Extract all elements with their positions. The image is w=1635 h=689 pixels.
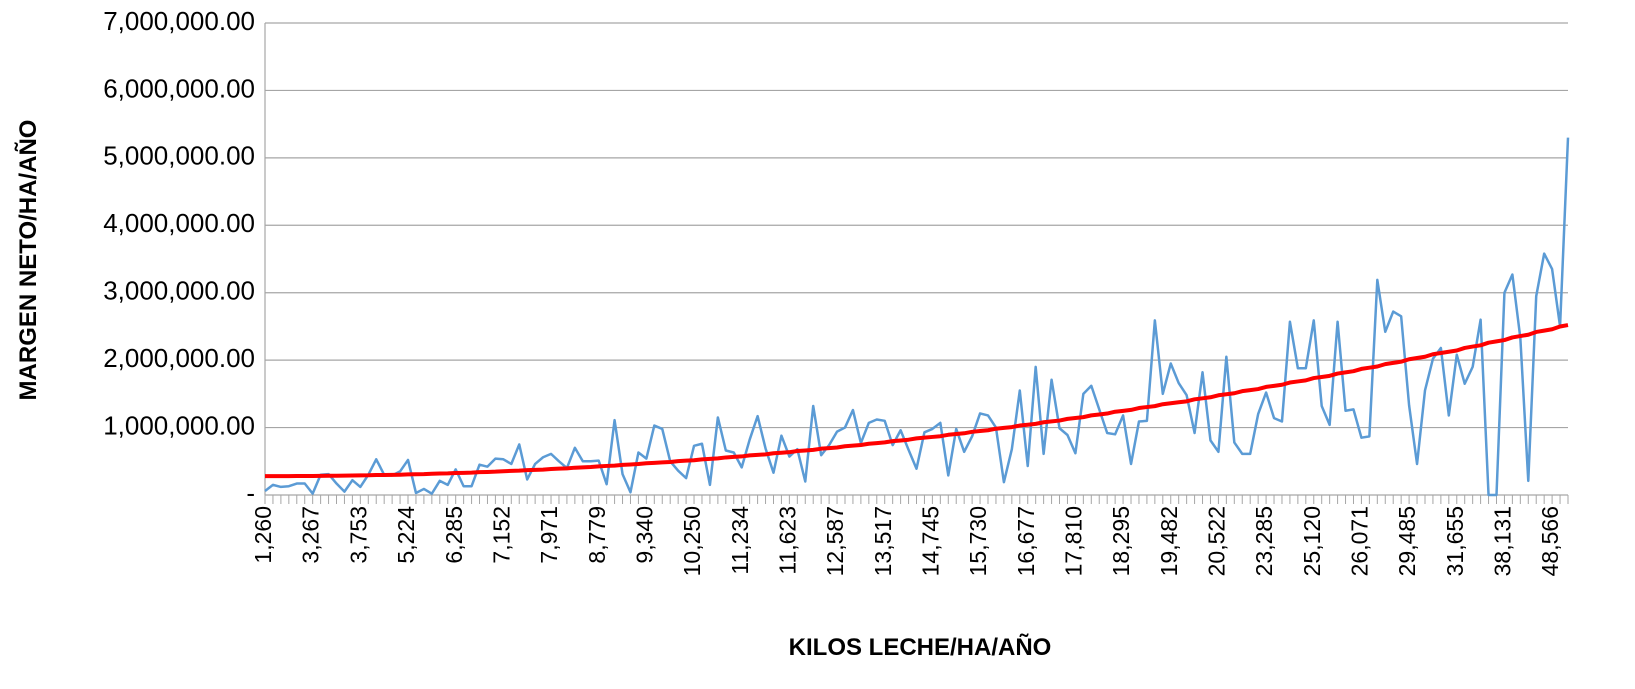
x-tick-label: 20,522 (1203, 506, 1229, 576)
x-tick-label: 1,260 (250, 506, 276, 564)
x-tick-label: 18,295 (1108, 506, 1134, 576)
x-tick-label: 12,587 (822, 506, 848, 576)
x-tick-label: 23,285 (1251, 506, 1277, 576)
y-tick-label: 6,000,000.00 (103, 73, 255, 103)
x-tick-label: 29,485 (1394, 506, 1420, 576)
x-tick-label: 19,482 (1156, 506, 1182, 576)
y-tick-label: 1,000,000.00 (103, 410, 255, 440)
x-tick-label: 5,224 (393, 506, 419, 564)
x-tick-label: 9,340 (631, 506, 657, 564)
trend-line (265, 323, 1569, 479)
x-tick-label: 13,517 (870, 506, 896, 576)
x-tick-label: 26,071 (1347, 506, 1373, 576)
x-tick-label: 7,152 (488, 506, 514, 564)
x-tick-label: 17,810 (1060, 506, 1086, 576)
data-line (264, 137, 1570, 497)
x-tick-label: 6,285 (441, 506, 467, 564)
y-tick-label: 5,000,000.00 (103, 141, 255, 171)
x-tick-label: 11,234 (727, 506, 753, 575)
y-tick-label: 3,000,000.00 (103, 276, 255, 306)
y-tick-label: - (246, 478, 255, 508)
x-tick-label: 3,753 (345, 506, 371, 564)
x-tick-label: 16,677 (1013, 506, 1039, 576)
x-tick-label: 38,131 (1490, 506, 1516, 576)
x-tick-label: 8,779 (584, 506, 610, 564)
x-axis-title: KILOS LECHE/HA/AÑO (789, 633, 1052, 661)
y-tick-label: 4,000,000.00 (103, 208, 255, 238)
x-tick-label: 11,623 (774, 506, 800, 575)
x-tick-label: 25,120 (1299, 506, 1325, 576)
x-tick-label: 3,267 (298, 506, 324, 564)
x-tick-label: 31,655 (1442, 506, 1468, 576)
y-tick-label: 7,000,000.00 (103, 6, 255, 36)
y-axis-title: MARGEN NETO/HA/AÑO (14, 120, 42, 401)
x-tick-label: 48,566 (1537, 506, 1563, 576)
x-tick-label: 7,971 (536, 506, 562, 564)
y-tick-label: 2,000,000.00 (103, 343, 255, 373)
x-tick-label: 10,250 (679, 506, 705, 576)
x-tick-label: 14,745 (917, 506, 943, 576)
x-tick-label: 15,730 (965, 506, 991, 576)
